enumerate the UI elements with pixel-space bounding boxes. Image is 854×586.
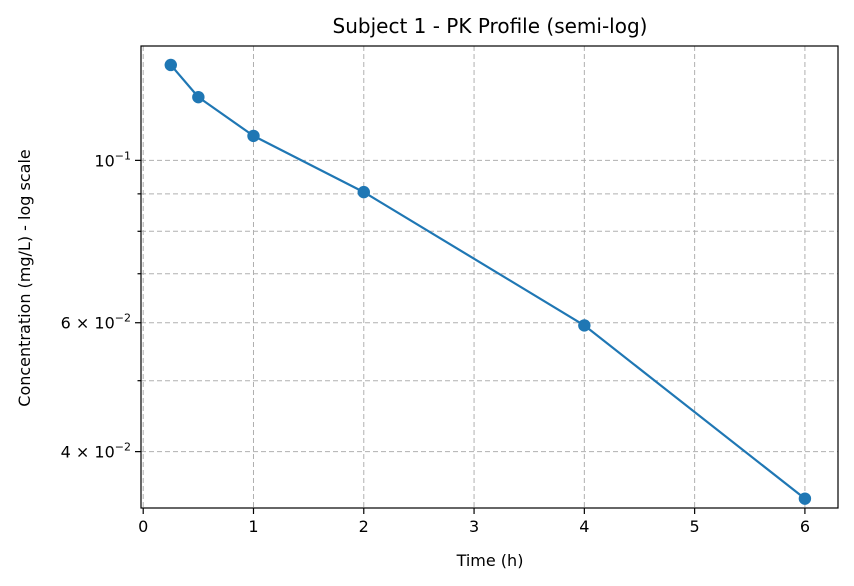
data-point [798,492,812,505]
x-tick-label: 1 [248,517,258,536]
y-tick-label: 6 × 10−2 [61,312,131,333]
data-point [164,58,177,72]
x-tick-label: 5 [690,517,700,536]
data-point [357,185,370,199]
series-layer [164,58,812,505]
y-tick-label: 10−1 [94,149,131,170]
x-tick-label: 4 [579,517,589,536]
series-line [169,64,806,500]
data-point [247,129,260,143]
plot-frame [140,45,839,509]
x-tick-label: 2 [359,517,369,536]
data-point [578,319,591,332]
x-tick-label: 6 [800,517,810,536]
y-tick-label: 4 × 10−2 [61,441,131,462]
x-tick-label: 3 [469,517,479,536]
y-axis-label: Concentration (mg/L) - log scale [15,149,34,406]
tick-layer: 0 1 2 3 4 5 6 10−1 6 × 10−2 4 × 10−2 [61,149,810,536]
x-axis-label: Time (h) [456,551,524,570]
grid-layer [141,46,838,508]
chart-title: Subject 1 - PK Profile (semi-log) [333,14,648,38]
x-tick-label: 0 [138,517,148,536]
data-point [192,90,205,104]
